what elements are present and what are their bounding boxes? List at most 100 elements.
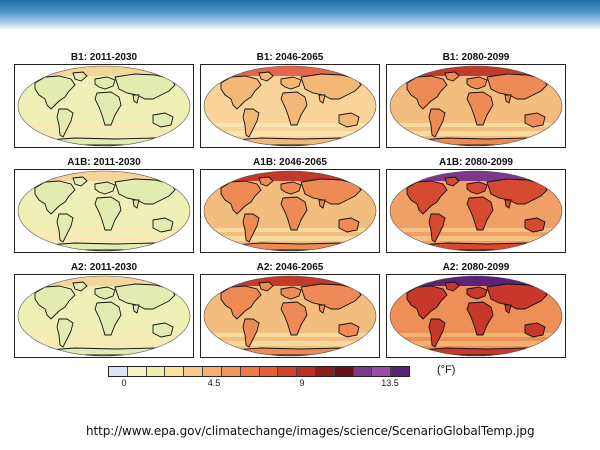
- legend-tick-label: 4.5: [207, 378, 221, 388]
- southern-ocean-band: [204, 131, 376, 136]
- legend-swatch: [184, 367, 204, 376]
- continent-outline: [132, 94, 140, 104]
- continent-outline: [94, 286, 116, 300]
- continent-outline: [466, 181, 488, 195]
- continent-outline: [280, 76, 302, 90]
- panel-title: A1B: 2080-2099: [439, 157, 513, 168]
- continent-outline: [114, 283, 176, 310]
- continent-outline: [114, 178, 176, 205]
- legend-tick-label: 13.5: [381, 378, 399, 388]
- map-frame: [14, 274, 194, 358]
- continent-outline: [34, 180, 76, 215]
- arctic-band: [18, 276, 190, 286]
- globe-outline: [203, 275, 377, 357]
- southern-ocean-band: [390, 131, 562, 136]
- legend-swatch: [259, 367, 279, 376]
- continent-outline: [242, 318, 260, 348]
- map-panel: A2: 2080-2099: [386, 262, 566, 358]
- continent-outline: [258, 176, 274, 187]
- continent-outline: [444, 281, 460, 292]
- panel-title: A2: 2046-2065: [256, 262, 324, 273]
- continent-outline: [280, 301, 308, 336]
- continent-outline: [56, 318, 74, 348]
- world-map: [203, 65, 377, 147]
- legend-tick-label: 9: [299, 378, 305, 388]
- map-panel: A1B: 2046-2065: [200, 157, 380, 253]
- continent-outline: [524, 112, 546, 128]
- continent-outline: [72, 281, 88, 292]
- legend-swatch: [278, 367, 298, 376]
- map-frame: [386, 169, 566, 253]
- continent-outline: [444, 71, 460, 82]
- southern-ocean-band: [18, 236, 190, 241]
- southern-ocean-band: [18, 341, 190, 346]
- southern-ocean-band: [204, 228, 376, 232]
- arctic-band: [204, 276, 376, 286]
- continent-outline: [504, 304, 512, 314]
- map-panel: A1B: 2080-2099: [386, 157, 566, 253]
- continent-outline: [220, 75, 262, 110]
- continent-outline: [280, 181, 302, 195]
- southern-ocean-band: [204, 333, 376, 337]
- legend-unit-label: (°F): [437, 364, 456, 376]
- continent-outline: [406, 180, 448, 215]
- continent-outline: [258, 71, 274, 82]
- world-map: [17, 275, 191, 357]
- map-frame: [14, 64, 194, 148]
- map-panel: B1: 2046-2065: [200, 52, 380, 148]
- globe-outline: [389, 275, 563, 357]
- continent-outline: [318, 199, 326, 209]
- map-panel: A2: 2011-2030: [14, 262, 194, 358]
- world-map: [17, 65, 191, 147]
- legend-swatch: [146, 367, 166, 376]
- southern-ocean-band: [390, 333, 562, 337]
- continent-outline: [486, 283, 548, 310]
- continent-outline: [56, 108, 74, 138]
- world-map: [17, 170, 191, 252]
- southern-ocean-band: [204, 123, 376, 127]
- map-panel: B1: 2080-2099: [386, 52, 566, 148]
- globe-outline: [389, 65, 563, 147]
- continent-outline: [428, 213, 446, 243]
- globe-outline: [389, 170, 563, 252]
- continent-outline: [444, 176, 460, 187]
- continent-outline: [34, 285, 76, 320]
- panel-title: B1: 2080-2099: [442, 52, 510, 63]
- legend-swatch: [240, 367, 260, 376]
- southern-ocean-band: [204, 341, 376, 346]
- climate-scenario-map-grid: B1: 2011-2030 B1: 2046-2065 B1: 2080-2099 A…: [14, 52, 586, 392]
- header-gradient-band: [0, 0, 600, 30]
- legend-swatch: [127, 367, 147, 376]
- map-panel: A2: 2046-2065: [200, 262, 380, 358]
- continent-outline: [486, 178, 548, 205]
- southern-ocean-band: [390, 228, 562, 232]
- continent-outline: [428, 108, 446, 138]
- world-map: [389, 275, 563, 357]
- continent-outline: [406, 75, 448, 110]
- map-frame: [14, 169, 194, 253]
- southern-ocean-band: [204, 236, 376, 241]
- continent-outline: [300, 178, 362, 205]
- map-frame: [200, 274, 380, 358]
- continent-outline: [56, 213, 74, 243]
- arctic-band: [390, 276, 562, 286]
- continent-outline: [242, 108, 260, 138]
- southern-ocean-band: [390, 123, 562, 127]
- world-map: [203, 275, 377, 357]
- continent-outline: [280, 196, 308, 231]
- continent-outline: [466, 301, 494, 336]
- continent-outline: [220, 180, 262, 215]
- legend-swatch: [391, 367, 409, 376]
- continent-outline: [34, 75, 76, 110]
- source-url-text: http://www.epa.gov/climatechange/images/…: [86, 424, 535, 438]
- legend-swatch: [203, 367, 222, 376]
- legend-swatch: [109, 367, 128, 376]
- continent-outline: [152, 217, 174, 233]
- continent-outline: [94, 301, 122, 336]
- legend-swatch: [297, 367, 316, 376]
- continent-outline: [152, 322, 174, 338]
- map-panel: A1B: 2011-2030: [14, 157, 194, 253]
- globe-outline: [203, 170, 377, 252]
- continent-outline: [114, 73, 176, 100]
- continent-outline: [318, 94, 326, 104]
